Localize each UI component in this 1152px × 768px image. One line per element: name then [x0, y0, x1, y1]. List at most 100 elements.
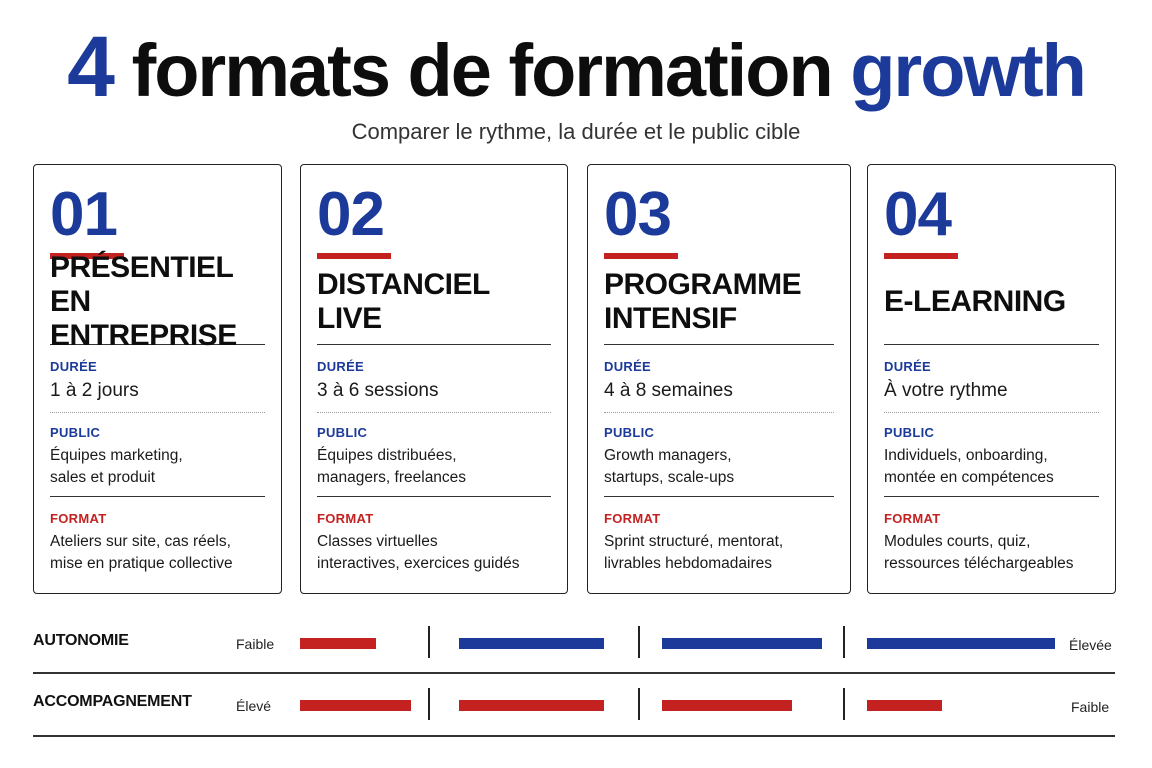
- duration-value: 4 à 8 semaines: [604, 380, 733, 401]
- card-title-line1: E-LEARNING: [884, 284, 1066, 318]
- format-card-elearning: 04 E-LEARNING DURÉE À votre rythme PUBLI…: [867, 164, 1116, 594]
- format-section: FORMAT Ateliers sur site, cas réels, mis…: [50, 497, 265, 575]
- duration-label: DURÉE: [317, 359, 365, 374]
- format-line2: interactives, exercices guidés: [317, 555, 520, 572]
- format-card-distanciel: 02 DISTANCIEL LIVE DURÉE 3 à 6 sessions …: [300, 164, 568, 594]
- duration-label: DURÉE: [604, 359, 652, 374]
- public-section: PUBLIC Growth managers, startups, scale-…: [604, 413, 834, 497]
- public-value: Growth managers, startups, scale-ups: [604, 445, 834, 489]
- format-line1: Modules courts, quiz,: [884, 533, 1031, 550]
- autonomie-bar-distanciel: [459, 638, 604, 649]
- card-number-underline: [50, 253, 124, 259]
- public-line1: Growth managers,: [604, 447, 732, 464]
- autonomie-low-label: Faible: [236, 636, 275, 652]
- autonomie-label: AUTONOMIE: [33, 632, 129, 649]
- subtitle: Comparer le rythme, la durée et le publi…: [351, 119, 801, 144]
- format-section: FORMAT Sprint structuré, mentorat, livra…: [604, 497, 834, 575]
- card-title-line1: PROGRAMME: [604, 267, 802, 301]
- title-main: formats de formation: [131, 29, 834, 112]
- card-number-underline: [317, 253, 391, 259]
- row-divider: [33, 735, 1115, 737]
- public-line2: managers, freelances: [317, 469, 467, 486]
- format-line2: livrables hebdomadaires: [604, 555, 773, 572]
- public-label: PUBLIC: [604, 425, 655, 440]
- accompagnement-label: ACCOMPAGNEMENT: [33, 693, 192, 710]
- accompagnement-divider: [638, 688, 640, 720]
- title-accent: growth: [850, 29, 1087, 112]
- public-value: Individuels, onboarding, montée en compé…: [884, 445, 1099, 489]
- card-number: 03: [604, 180, 672, 249]
- public-line2: montée en compétences: [884, 469, 1054, 486]
- autonomie-bar-elearning: [867, 638, 1055, 649]
- public-line1: Équipes marketing,: [50, 447, 183, 464]
- page-title: 4 formats de formation growth: [0, 24, 1152, 114]
- duration-value: 1 à 2 jours: [50, 380, 139, 401]
- duration-value: À votre rythme: [884, 380, 1008, 401]
- format-line1: Ateliers sur site, cas réels,: [50, 533, 231, 550]
- accompagnement-divider: [428, 688, 430, 720]
- card-title: E-LEARNING: [884, 259, 1099, 345]
- card-number: 02: [317, 180, 385, 249]
- public-value: Équipes distribuées, managers, freelance…: [317, 445, 551, 489]
- accompagnement-high-label: Faible: [1071, 699, 1110, 715]
- card-title-line2: EN ENTREPRISE: [50, 284, 237, 352]
- card-title-line1: DISTANCIEL LIVE: [317, 267, 490, 335]
- format-label: FORMAT: [884, 511, 941, 526]
- format-value: Sprint structuré, mentorat, livrables he…: [604, 531, 834, 575]
- card-number: 04: [884, 180, 952, 249]
- duration-label: DURÉE: [884, 359, 932, 374]
- card-title-line2: INTENSIF: [604, 301, 737, 335]
- card-title-line1: PRÉSENTIEL: [50, 250, 234, 284]
- format-value: Classes virtuelles interactives, exercic…: [317, 531, 551, 575]
- format-line2: mise en pratique collective: [50, 555, 233, 572]
- row-divider: [33, 672, 1115, 674]
- format-line2: ressources téléchargeables: [884, 555, 1074, 572]
- public-value: Équipes marketing, sales et produit: [50, 445, 265, 489]
- format-section: FORMAT Classes virtuelles interactives, …: [317, 497, 551, 575]
- card-title: PRÉSENTIEL EN ENTREPRISE: [50, 251, 265, 352]
- autonomie-divider: [428, 626, 430, 658]
- accompagnement-bar-distanciel: [459, 700, 604, 711]
- autonomie-high-label: Élevée: [1069, 637, 1112, 653]
- public-label: PUBLIC: [50, 425, 101, 440]
- autonomie-bar-intensif: [662, 638, 822, 649]
- format-card-intensif: 03 PROGRAMME INTENSIF DURÉE 4 à 8 semain…: [587, 164, 851, 594]
- duration-section: DURÉE 4 à 8 semaines: [604, 345, 834, 413]
- duration-section: DURÉE 1 à 2 jours: [50, 345, 265, 413]
- public-label: PUBLIC: [317, 425, 368, 440]
- format-label: FORMAT: [604, 511, 661, 526]
- accompagnement-low-label: Élevé: [236, 698, 272, 714]
- title-number: 4: [67, 19, 115, 115]
- card-title: DISTANCIEL LIVE: [317, 259, 551, 345]
- duration-label: DURÉE: [50, 359, 98, 374]
- format-label: FORMAT: [317, 511, 374, 526]
- autonomie-bar-presentiel: [300, 638, 376, 649]
- accompagnement-bar-intensif: [662, 700, 792, 711]
- format-section: FORMAT Modules courts, quiz, ressources …: [884, 497, 1099, 575]
- card-number-underline: [604, 253, 678, 259]
- public-line2: sales et produit: [50, 469, 156, 486]
- public-line2: startups, scale-ups: [604, 469, 735, 486]
- format-line1: Sprint structuré, mentorat,: [604, 533, 784, 550]
- card-number-underline: [884, 253, 958, 259]
- public-line1: Individuels, onboarding,: [884, 447, 1048, 464]
- format-line1: Classes virtuelles: [317, 533, 438, 550]
- format-card-presentiel: 01 PRÉSENTIEL EN ENTREPRISE DURÉE 1 à 2 …: [33, 164, 282, 594]
- accompagnement-bar-elearning: [867, 700, 942, 711]
- duration-value: 3 à 6 sessions: [317, 380, 439, 401]
- accompagnement-bar-presentiel: [300, 700, 411, 711]
- public-line1: Équipes distribuées,: [317, 447, 457, 464]
- duration-section: DURÉE À votre rythme: [884, 345, 1099, 413]
- public-section: PUBLIC Équipes distribuées, managers, fr…: [317, 413, 551, 497]
- public-section: PUBLIC Individuels, onboarding, montée e…: [884, 413, 1099, 497]
- autonomie-divider: [843, 626, 845, 658]
- autonomie-divider: [638, 626, 640, 658]
- public-section: PUBLIC Équipes marketing, sales et produ…: [50, 413, 265, 497]
- format-label: FORMAT: [50, 511, 107, 526]
- duration-section: DURÉE 3 à 6 sessions: [317, 345, 551, 413]
- accompagnement-divider: [843, 688, 845, 720]
- card-title: PROGRAMME INTENSIF: [604, 259, 834, 345]
- card-number: 01: [50, 180, 118, 249]
- format-value: Modules courts, quiz, ressources télécha…: [884, 531, 1099, 575]
- format-value: Ateliers sur site, cas réels, mise en pr…: [50, 531, 265, 575]
